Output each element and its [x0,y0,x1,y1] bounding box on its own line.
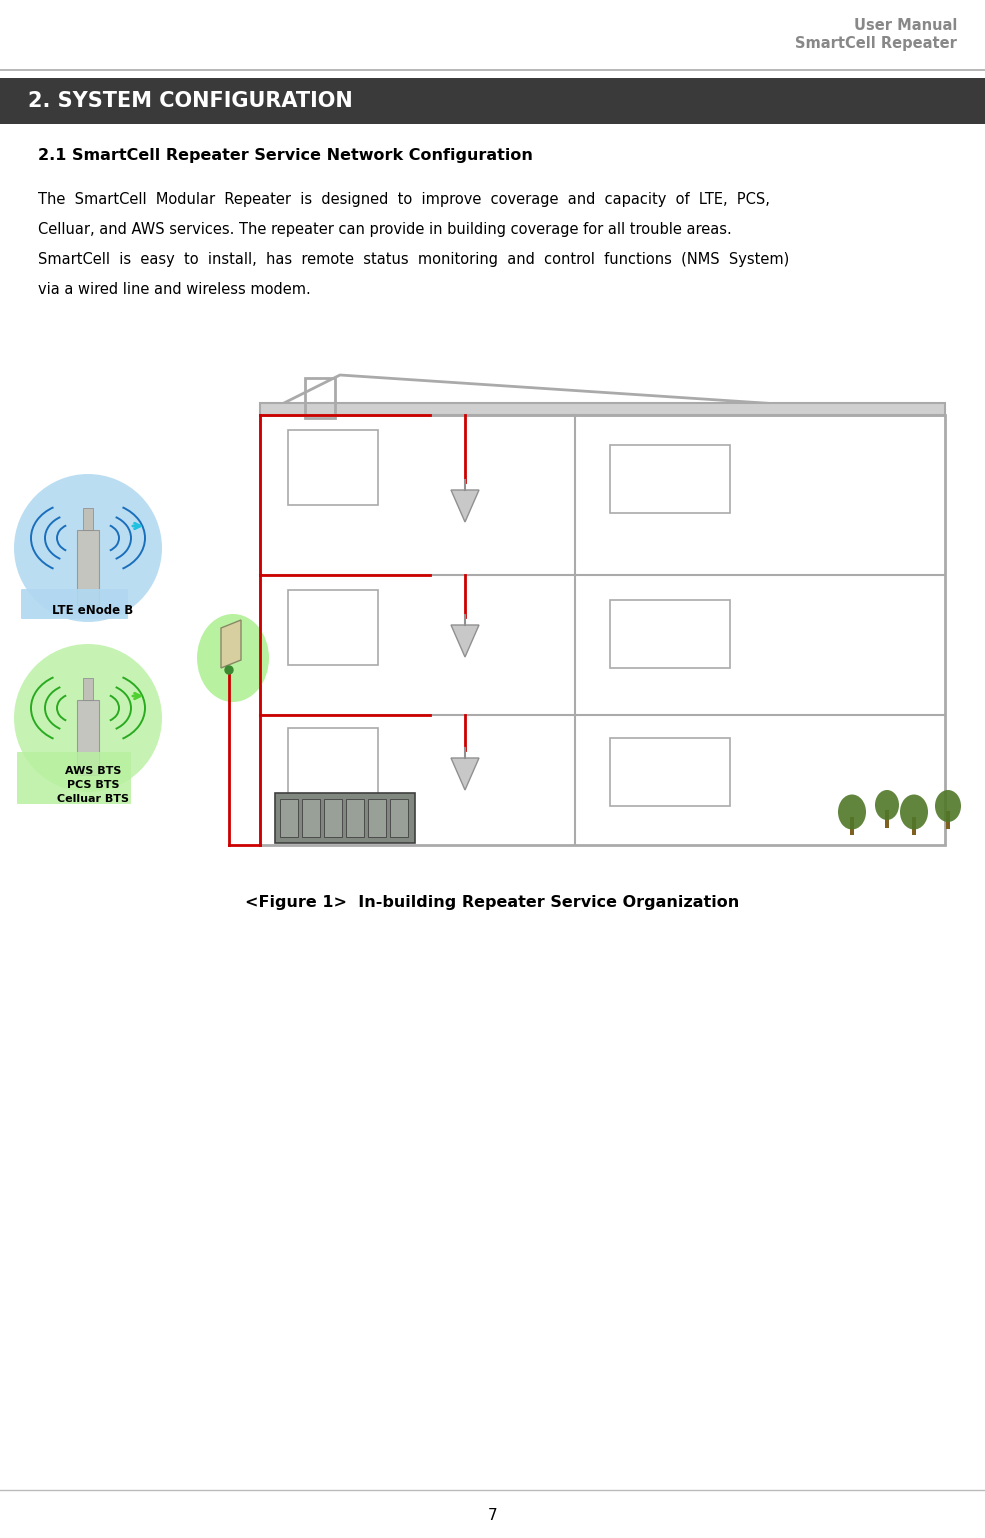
Text: PCS BTS: PCS BTS [67,780,119,791]
Text: Celluar BTS: Celluar BTS [57,794,129,804]
Bar [77,531,99,604]
Bar [260,403,945,415]
Text: The  SmartCell  Modular  Repeater  is  designed  to  improve  coverage  and  cap: The SmartCell Modular Repeater is design… [38,192,770,208]
Bar [946,811,950,829]
Polygon shape [221,620,241,667]
Bar [280,800,298,837]
Text: Celluar, and AWS services. The repeater can provide in building coverage for all: Celluar, and AWS services. The repeater … [38,221,732,237]
Bar [346,800,364,837]
Bar [850,817,854,835]
Ellipse shape [900,795,928,829]
Bar [302,800,320,837]
Bar [77,700,99,775]
Text: SmartCell Repeater: SmartCell Repeater [795,35,957,51]
Bar [324,800,342,837]
Polygon shape [451,624,479,657]
Ellipse shape [197,614,269,701]
Ellipse shape [935,791,961,821]
Bar [912,817,916,835]
Text: <Figure 1>  In-building Repeater Service Organization: <Figure 1> In-building Repeater Service … [245,895,740,910]
Bar [305,378,335,418]
Text: SmartCell  is  easy  to  install,  has  remote  status  monitoring  and  control: SmartCell is easy to install, has remote… [38,252,789,268]
Text: 2.1 SmartCell Repeater Service Network Configuration: 2.1 SmartCell Repeater Service Network C… [38,148,533,163]
Polygon shape [451,491,479,521]
Text: via a wired line and wireless modem.: via a wired line and wireless modem. [38,281,310,297]
Bar [83,508,93,531]
Bar [288,727,378,803]
Text: 7: 7 [488,1507,497,1523]
Polygon shape [451,758,479,791]
FancyBboxPatch shape [21,589,128,618]
Bar [368,800,386,837]
Circle shape [225,666,233,674]
Ellipse shape [875,791,899,820]
Text: User Manual: User Manual [854,18,957,32]
Bar [610,738,730,806]
Ellipse shape [14,644,162,792]
Ellipse shape [14,474,162,621]
Bar [390,800,408,837]
Ellipse shape [838,795,866,829]
Text: AWS BTS: AWS BTS [65,766,121,777]
Text: 2. SYSTEM CONFIGURATION: 2. SYSTEM CONFIGURATION [28,91,353,111]
Text: LTE eNode B: LTE eNode B [52,604,134,617]
Bar [275,794,415,843]
Bar [83,678,93,700]
Bar [288,431,378,504]
Bar [288,591,378,664]
Bar [610,444,730,514]
Bar [885,811,889,827]
Bar [610,600,730,667]
Bar [260,415,945,844]
Bar [0,78,985,125]
FancyBboxPatch shape [17,752,131,804]
